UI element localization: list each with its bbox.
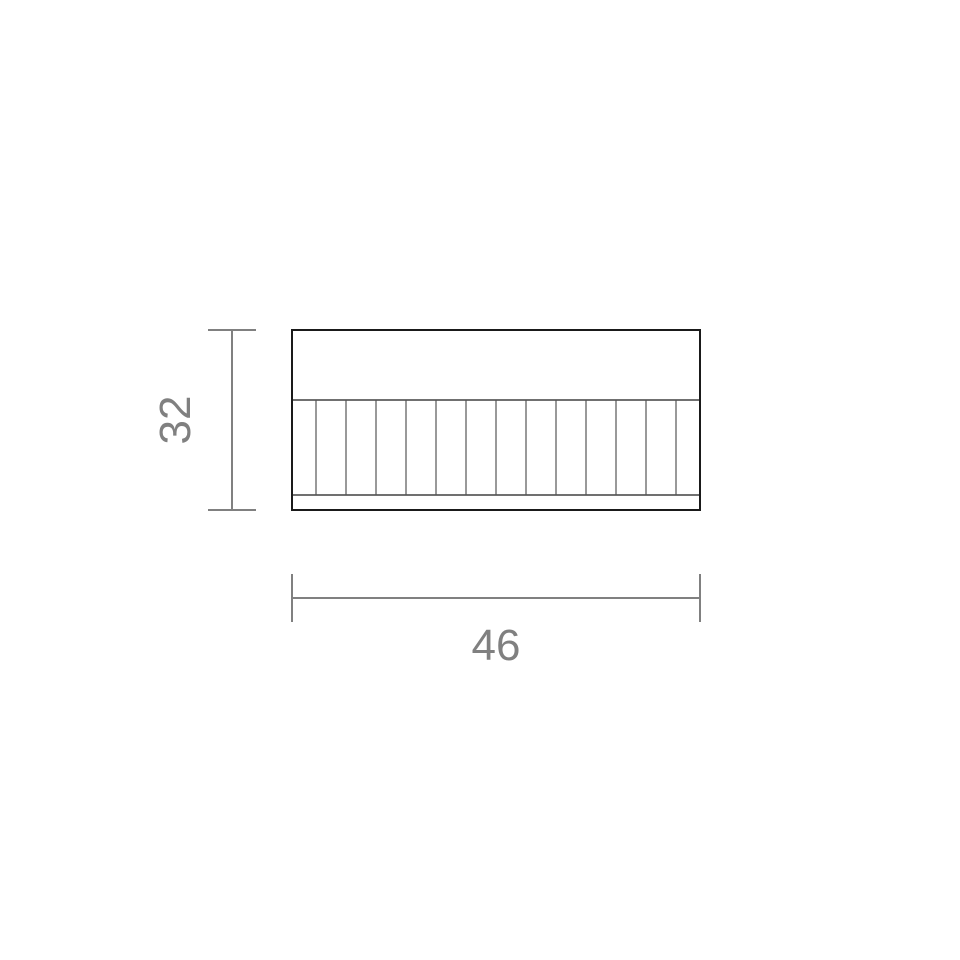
- dimension-width: [292, 574, 700, 622]
- technical-drawing: 32 46: [0, 0, 960, 960]
- dimension-width-label: 46: [472, 621, 521, 670]
- dimension-height-label: 32: [151, 396, 200, 445]
- dimension-height: [208, 330, 256, 510]
- part-ribs: [316, 400, 676, 495]
